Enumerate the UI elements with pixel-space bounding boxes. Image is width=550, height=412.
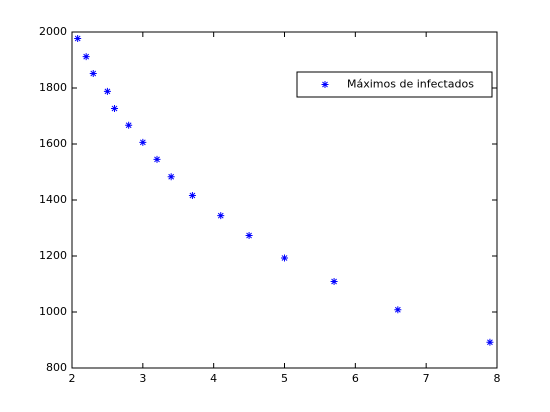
point [330, 277, 338, 285]
y-tick-label: 1800 [39, 81, 67, 94]
point [217, 212, 225, 220]
point [82, 53, 90, 61]
x-tick-label: 5 [281, 372, 288, 385]
point [188, 192, 196, 200]
point [281, 254, 288, 262]
point [89, 69, 97, 77]
x-tick-label: 3 [139, 372, 146, 385]
legend-label: Máximos de infectados [347, 78, 474, 91]
point [153, 155, 161, 163]
point [486, 338, 494, 346]
y-tick-label: 800 [46, 361, 67, 374]
y-tick-label: 1000 [39, 305, 67, 318]
point [103, 87, 111, 95]
x-tick-label: 8 [494, 372, 501, 385]
y-tick-label: 2000 [39, 25, 67, 38]
y-tick-label: 1200 [39, 249, 67, 262]
point [139, 138, 147, 146]
y-tick-label: 1600 [39, 137, 67, 150]
point [74, 34, 82, 42]
legend-marker [321, 81, 329, 88]
point [125, 121, 133, 129]
y-tick-label: 1400 [39, 193, 67, 206]
x-tick-label: 7 [423, 372, 430, 385]
point [245, 232, 253, 240]
legend-box [296, 71, 493, 98]
point [111, 104, 118, 112]
x-tick-label: 6 [352, 372, 359, 385]
x-tick-label: 4 [210, 372, 217, 385]
x-tick-label: 2 [69, 372, 76, 385]
point [394, 306, 402, 314]
point [167, 173, 175, 181]
